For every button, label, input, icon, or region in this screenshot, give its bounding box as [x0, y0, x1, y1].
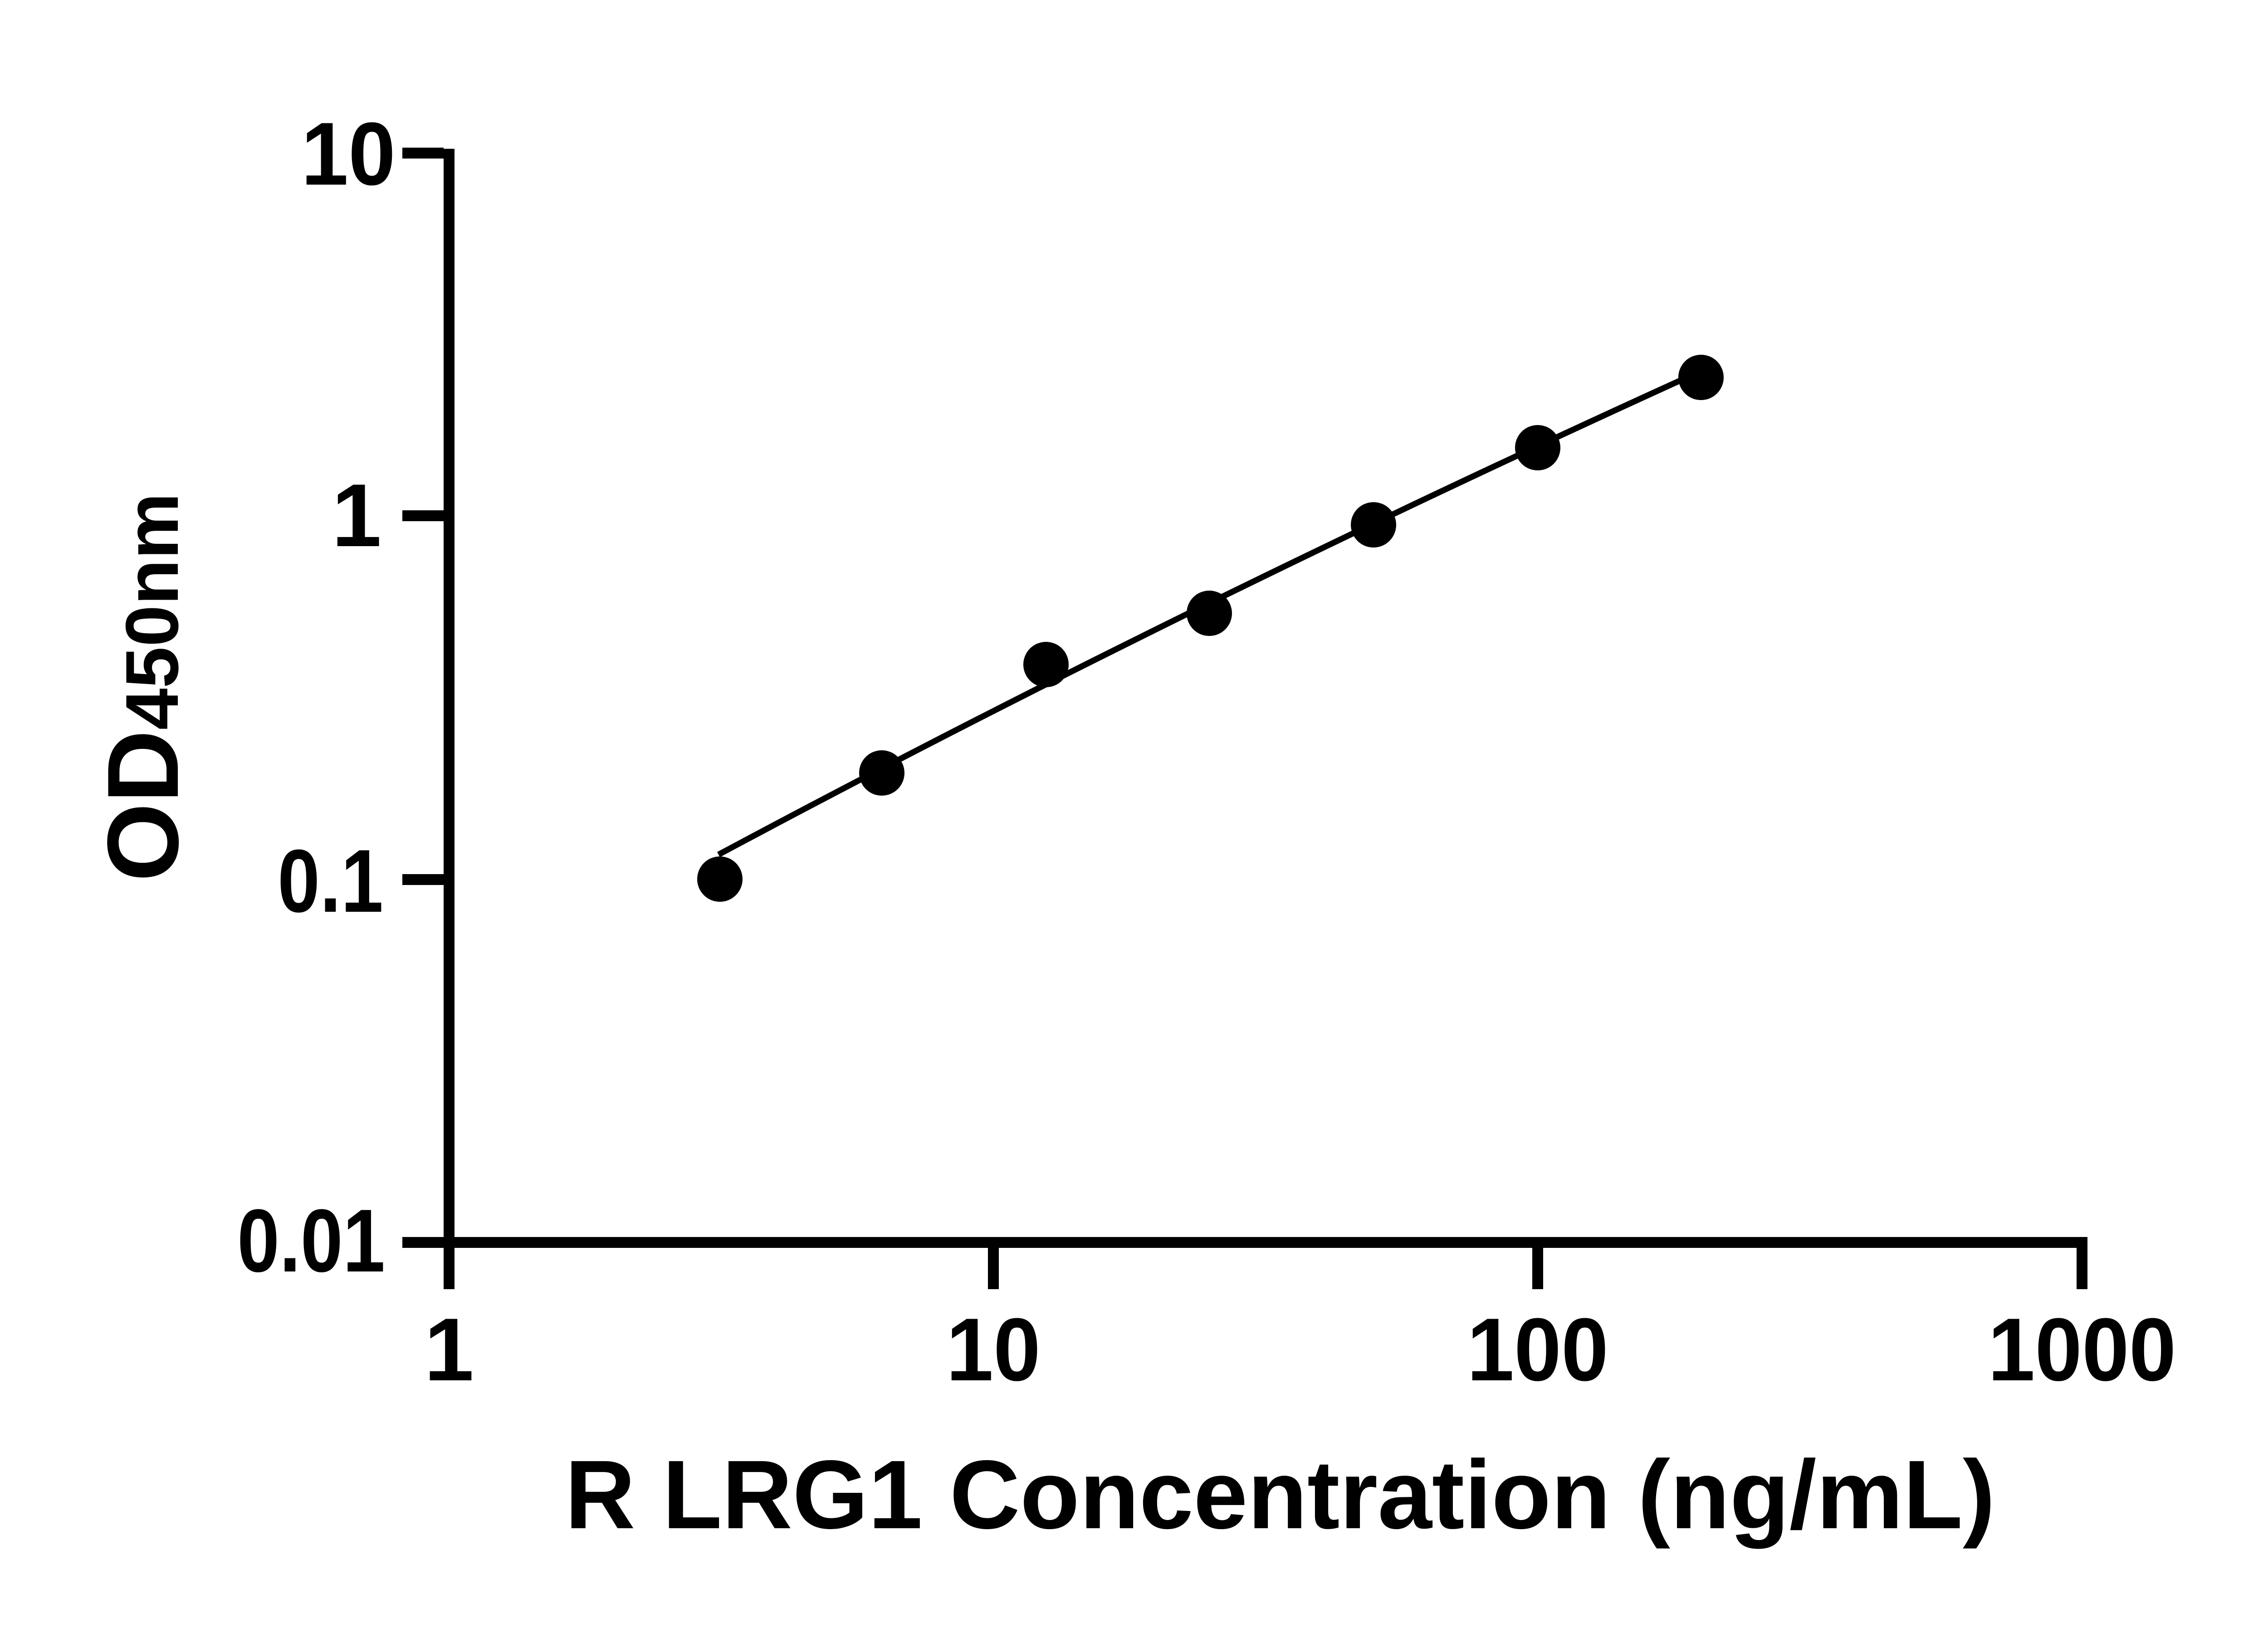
svg-text:1000: 1000	[1988, 1300, 2176, 1399]
svg-text:OD450nm: OD450nm	[87, 493, 200, 881]
svg-text:R LRG1 Concentration (ng/mL): R LRG1 Concentration (ng/mL)	[565, 1440, 1995, 1549]
svg-text:1: 1	[424, 1300, 474, 1399]
svg-text:0.1: 0.1	[278, 831, 383, 931]
svg-text:10: 10	[301, 104, 396, 204]
svg-text:1: 1	[332, 465, 381, 565]
svg-text:10: 10	[946, 1300, 1041, 1399]
svg-text:0.01: 0.01	[237, 1191, 385, 1291]
svg-text:100: 100	[1467, 1300, 1608, 1399]
